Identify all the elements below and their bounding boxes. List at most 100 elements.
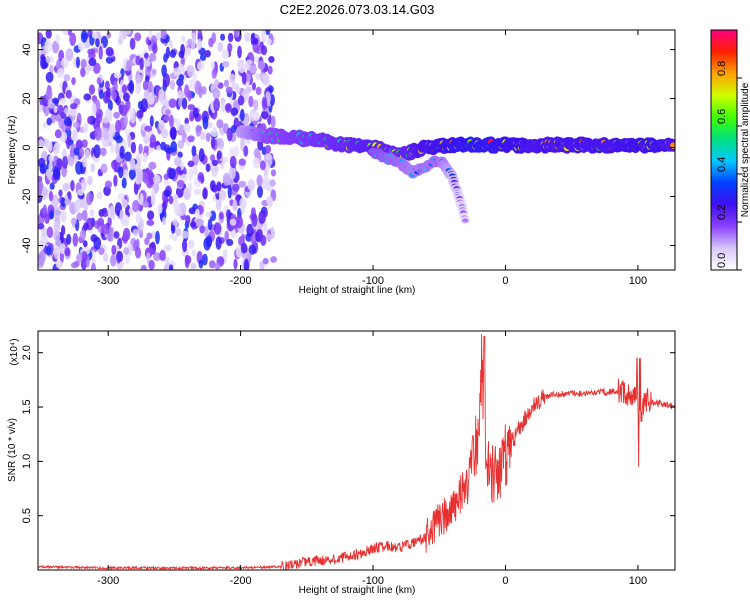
noise-blob: [52, 166, 59, 181]
noise-blob: [69, 103, 78, 110]
noise-blob: [143, 134, 150, 145]
snr-x-tick-label: 100: [629, 575, 647, 587]
noise-blob: [87, 48, 96, 55]
noise-blob: [121, 84, 127, 94]
noise-blob: [156, 145, 162, 152]
noise-blob: [160, 141, 167, 151]
noise-blob: [158, 88, 165, 102]
noise-blob: [212, 87, 221, 100]
noise-blob: [262, 175, 271, 190]
noise-blob: [101, 224, 109, 235]
noise-blob: [163, 179, 170, 187]
noise-blob: [198, 85, 203, 99]
noise-blob: [72, 121, 80, 129]
noise-blob: [185, 214, 191, 225]
noise-blob: [55, 58, 62, 71]
noise-blob: [225, 86, 233, 95]
noise-blob: [217, 137, 224, 151]
noise-blob: [105, 56, 114, 64]
spectrogram-x-tick-label: -200: [230, 275, 252, 287]
spectrogram-y-tick-label: 20: [21, 92, 33, 104]
noise-blob: [38, 250, 46, 265]
noise-blob: [238, 180, 247, 188]
spectrogram-y-tick-label: 40: [21, 43, 33, 55]
noise-blob: [116, 251, 121, 264]
noise-blob: [63, 116, 72, 127]
noise-blob: [79, 147, 85, 158]
spectrogram-marks: [38, 30, 675, 270]
noise-blob: [102, 116, 109, 124]
noise-blob: [151, 231, 157, 239]
noise-blob: [128, 168, 136, 180]
noise-blob: [192, 107, 199, 119]
noise-blob: [187, 104, 196, 111]
noise-blob: [182, 238, 188, 253]
noise-blob: [187, 38, 192, 46]
noise-blob: [173, 193, 179, 201]
noise-blob: [198, 148, 205, 163]
noise-blob: [135, 55, 141, 66]
noise-blob: [121, 177, 127, 189]
noise-blob: [49, 182, 55, 190]
chart-title: C2E2.2026.073.03.14.G03: [280, 2, 435, 17]
noise-blob: [106, 31, 112, 39]
noise-blob: [75, 139, 83, 150]
noise-blob: [62, 30, 69, 36]
noise-blob: [53, 230, 61, 242]
noise-blob: [169, 49, 177, 58]
noise-blob: [222, 248, 228, 260]
noise-blob: [187, 239, 195, 249]
noise-blob: [177, 139, 185, 149]
noise-blob: [73, 127, 78, 142]
noise-blob: [142, 171, 149, 184]
noise-blob: [184, 47, 192, 57]
noise-blob: [148, 172, 156, 186]
noise-blob: [232, 183, 240, 192]
noise-blob: [213, 98, 220, 112]
noise-blob: [98, 247, 105, 256]
noise-blob: [64, 198, 72, 206]
noise-blob: [210, 136, 216, 149]
noise-blob: [101, 210, 109, 218]
noise-blob: [268, 85, 274, 93]
noise-blob: [163, 53, 168, 63]
noise-blob: [243, 32, 251, 42]
noise-blob: [131, 200, 140, 212]
noise-blob: [227, 184, 232, 199]
noise-blob: [88, 57, 97, 67]
noise-blob: [85, 148, 90, 159]
noise-blob: [146, 232, 153, 240]
noise-blob: [122, 232, 129, 244]
noise-blob: [220, 100, 226, 113]
noise-blob: [90, 163, 96, 173]
noise-blob: [240, 242, 248, 254]
noise-blob: [170, 224, 176, 234]
noise-blob: [237, 45, 242, 59]
noise-blob: [202, 188, 208, 200]
noise-blob: [210, 61, 215, 70]
snr-ticks: -300 -200 -100 0 100 0.5 1.0 1.5 2.0: [21, 331, 675, 587]
noise-blob: [119, 209, 125, 223]
noise-blob: [229, 218, 237, 226]
noise-blob: [233, 30, 239, 38]
noise-blob: [74, 200, 80, 213]
noise-blob: [48, 140, 53, 152]
noise-blob: [176, 179, 185, 188]
noise-blob: [261, 96, 268, 110]
snr-y-tick-label: 1.5: [21, 399, 33, 414]
noise-blob: [188, 168, 193, 182]
noise-blob: [168, 264, 174, 270]
spectrogram-x-tick-label: -100: [362, 275, 384, 287]
noise-blob: [189, 115, 195, 122]
noise-blob: [214, 165, 219, 173]
noise-blob: [187, 135, 195, 143]
noise-blob: [41, 227, 49, 237]
noise-blob: [269, 94, 275, 107]
noise-blob: [235, 215, 243, 229]
noise-blob: [45, 71, 54, 83]
noise-blob: [265, 30, 271, 36]
noise-blob: [80, 30, 88, 43]
snr-x-tick-label: -200: [230, 575, 252, 587]
noise-blob: [128, 80, 135, 94]
noise-blob: [122, 30, 127, 40]
